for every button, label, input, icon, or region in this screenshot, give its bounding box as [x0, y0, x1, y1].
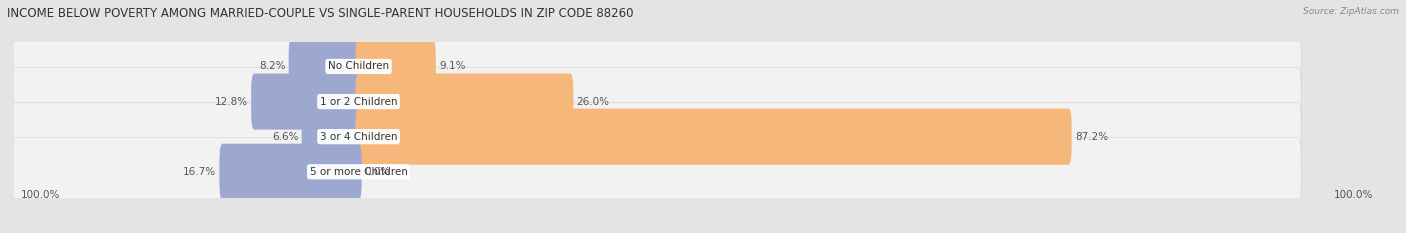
FancyBboxPatch shape	[11, 32, 1301, 101]
Text: 26.0%: 26.0%	[576, 96, 609, 106]
Text: 1 or 2 Children: 1 or 2 Children	[319, 96, 398, 106]
Text: No Children: No Children	[328, 62, 389, 72]
Text: 100.0%: 100.0%	[1334, 189, 1374, 199]
Text: Source: ZipAtlas.com: Source: ZipAtlas.com	[1303, 7, 1399, 16]
FancyBboxPatch shape	[252, 74, 361, 130]
Text: 87.2%: 87.2%	[1074, 132, 1108, 142]
Text: INCOME BELOW POVERTY AMONG MARRIED-COUPLE VS SINGLE-PARENT HOUSEHOLDS IN ZIP COD: INCOME BELOW POVERTY AMONG MARRIED-COUPL…	[7, 7, 634, 20]
FancyBboxPatch shape	[356, 74, 574, 130]
FancyBboxPatch shape	[11, 67, 1301, 136]
Text: 100.0%: 100.0%	[20, 189, 59, 199]
FancyBboxPatch shape	[288, 38, 361, 95]
Text: 16.7%: 16.7%	[183, 167, 217, 177]
Text: 9.1%: 9.1%	[439, 62, 465, 72]
Text: 8.2%: 8.2%	[259, 62, 285, 72]
Text: 3 or 4 Children: 3 or 4 Children	[319, 132, 398, 142]
Text: 12.8%: 12.8%	[215, 96, 247, 106]
Text: 0.0%: 0.0%	[364, 167, 391, 177]
FancyBboxPatch shape	[11, 102, 1301, 171]
Text: 6.6%: 6.6%	[271, 132, 298, 142]
FancyBboxPatch shape	[356, 38, 436, 95]
FancyBboxPatch shape	[302, 109, 361, 165]
FancyBboxPatch shape	[356, 109, 1071, 165]
FancyBboxPatch shape	[219, 144, 361, 200]
Text: 5 or more Children: 5 or more Children	[309, 167, 408, 177]
FancyBboxPatch shape	[11, 137, 1301, 206]
